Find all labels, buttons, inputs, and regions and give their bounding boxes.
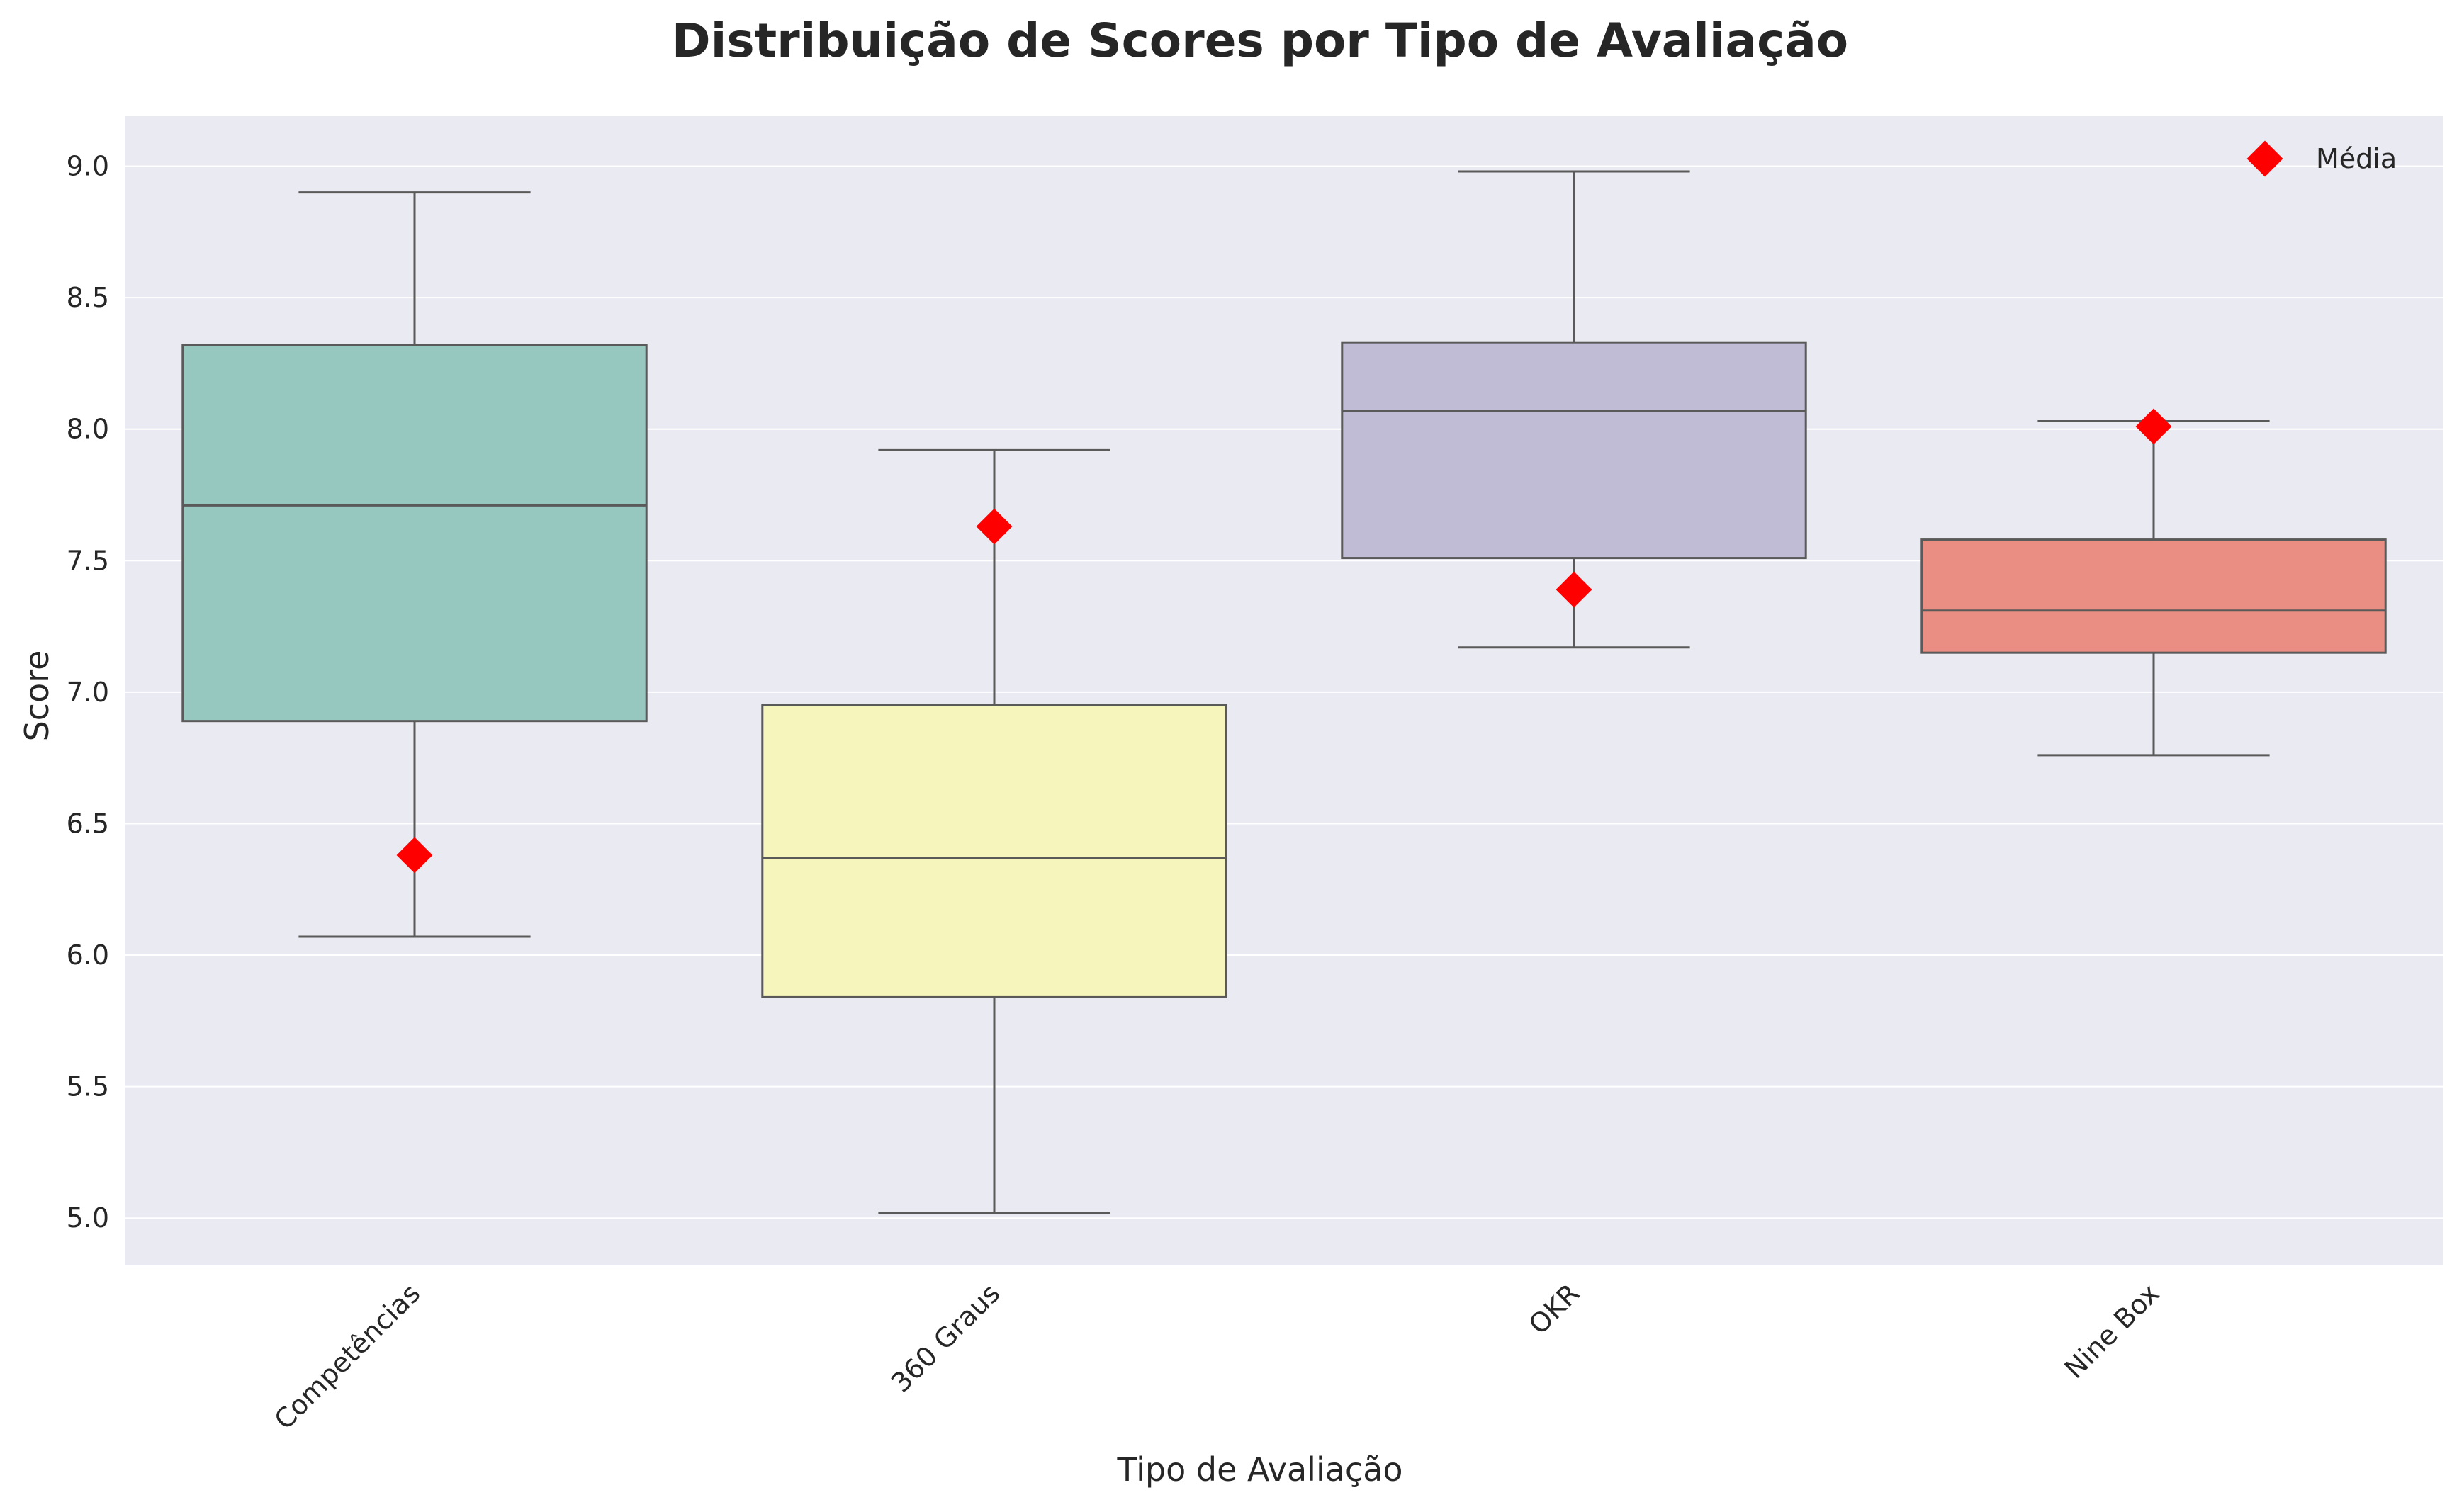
x-tick-label: OKR bbox=[1523, 1277, 1586, 1341]
chart-title: Distribuição de Scores por Tipo de Avali… bbox=[672, 13, 1848, 68]
iqr-box bbox=[1341, 341, 1807, 560]
box-4 bbox=[1920, 420, 2387, 757]
iqr-box bbox=[761, 704, 1227, 998]
y-tick-label: 5.5 bbox=[67, 1071, 109, 1102]
box-1 bbox=[181, 191, 648, 938]
y-tick-label: 7.5 bbox=[67, 545, 109, 576]
boxes bbox=[181, 170, 2387, 1214]
y-axis-label: Score bbox=[18, 650, 56, 742]
mean-marker bbox=[396, 837, 433, 874]
x-tick-label: 360 Graus bbox=[885, 1277, 1006, 1398]
y-tick-label: 5.0 bbox=[67, 1202, 109, 1234]
grid-lines bbox=[125, 165, 2443, 1219]
y-tick-label: 9.0 bbox=[67, 151, 109, 182]
y-tick-label: 6.5 bbox=[67, 808, 109, 839]
legend-label: Média bbox=[2316, 143, 2397, 174]
y-tick-label: 6.0 bbox=[67, 940, 109, 971]
x-tick-label: Competências bbox=[268, 1277, 426, 1435]
y-tick-label: 7.0 bbox=[67, 677, 109, 708]
x-axis-label: Tipo de Avaliação bbox=[1116, 1450, 1402, 1489]
y-tick-labels: 5.0 5.5 6.0 6.5 7.0 7.5 8.0 8.5 9.0 bbox=[67, 151, 109, 1234]
iqr-box bbox=[181, 344, 648, 723]
legend: Média bbox=[2246, 140, 2397, 177]
iqr-box bbox=[1920, 538, 2387, 654]
y-tick-label: 8.0 bbox=[67, 414, 109, 445]
x-tick-labels: Competências 360 Graus OKR Nine Box bbox=[268, 1277, 2165, 1435]
x-tick-label: Nine Box bbox=[2059, 1277, 2166, 1384]
box-3 bbox=[1341, 170, 1807, 649]
box-2 bbox=[761, 448, 1227, 1214]
mean-marker bbox=[976, 508, 1013, 545]
y-tick-label: 8.5 bbox=[67, 282, 109, 313]
